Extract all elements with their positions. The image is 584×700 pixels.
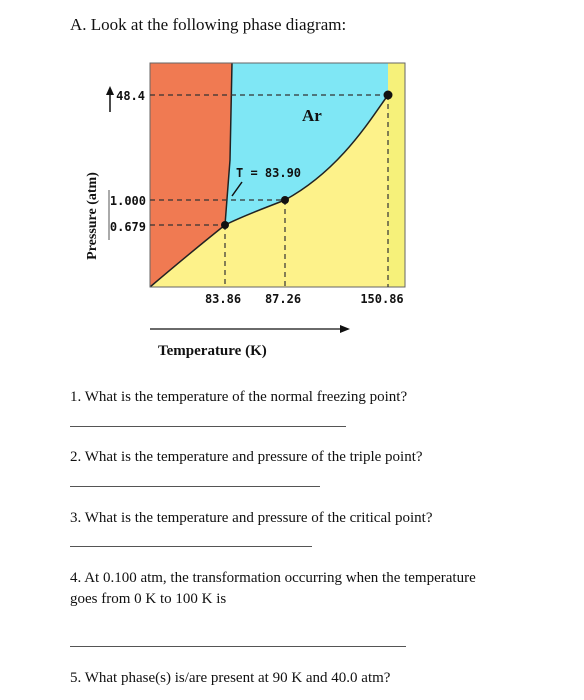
y-axis-arrowhead — [106, 86, 114, 95]
solid-region — [150, 63, 232, 287]
temperature-tick-83-86: 83.86 — [205, 292, 241, 306]
liquid-region — [225, 63, 388, 225]
critical-point — [383, 90, 393, 100]
question-4-number: 4. — [70, 570, 82, 586]
question-3-number: 3. — [70, 510, 82, 526]
question-3: 3. What is the temperature and pressure … — [70, 508, 530, 529]
question-1-number: 1. — [70, 389, 82, 405]
triple-point-label: T = 83.90 — [236, 166, 301, 180]
substance-label: Ar — [302, 106, 322, 125]
heading: A. Look at the following phase diagram: — [70, 15, 347, 34]
pressure-tick-1-000: 1.000 — [110, 194, 146, 208]
guide-lines — [150, 94, 389, 287]
temperature-tick-87-26: 87.26 — [265, 292, 301, 306]
y-axis-label: Pressure (atm) — [85, 172, 100, 260]
x-axis-label: Temperature (K) — [158, 343, 267, 359]
question-2-number: 2. — [70, 449, 82, 465]
phase-diagram: T = 83.90 Ar 48.4 1.000 0.679 Pressure (… — [85, 62, 406, 359]
answer-line-4[interactable] — [70, 646, 406, 647]
answer-line-2[interactable] — [70, 486, 320, 487]
question-2: 2. What is the temperature and pressure … — [70, 447, 530, 468]
question-3-text: What is the temperature and pressure of … — [84, 510, 433, 526]
triple-point — [221, 221, 229, 229]
question-2-text: What is the temperature and pressure of … — [84, 449, 423, 465]
normal-boiling-point — [281, 196, 289, 204]
question-5-number: 5. — [70, 670, 82, 686]
sublimation-curve — [149, 224, 226, 288]
vaporization-curve — [224, 94, 389, 226]
answer-line-1[interactable] — [70, 426, 346, 427]
question-1: 1. What is the temperature of the normal… — [70, 387, 530, 408]
question-4-text: At 0.100 atm, the transformation occurri… — [70, 570, 476, 607]
question-4: 4. At 0.100 atm, the transformation occu… — [70, 568, 490, 610]
temperature-tick-150-86: 150.86 — [360, 292, 403, 306]
pressure-tick-48-4: 48.4 — [116, 89, 145, 103]
question-1-text: What is the temperature of the normal fr… — [84, 389, 408, 405]
pressure-tick-0-679: 0.679 — [110, 220, 146, 234]
triple-point-pointer — [231, 181, 243, 197]
question-5: 5. What phase(s) is/are present at 90 K … — [70, 668, 530, 689]
answer-line-3[interactable] — [70, 546, 312, 547]
plot-frame — [149, 62, 406, 288]
x-axis-arrowhead — [340, 325, 350, 333]
supercritical-strip — [388, 63, 405, 287]
question-5-text: What phase(s) is/are present at 90 K and… — [84, 670, 391, 686]
